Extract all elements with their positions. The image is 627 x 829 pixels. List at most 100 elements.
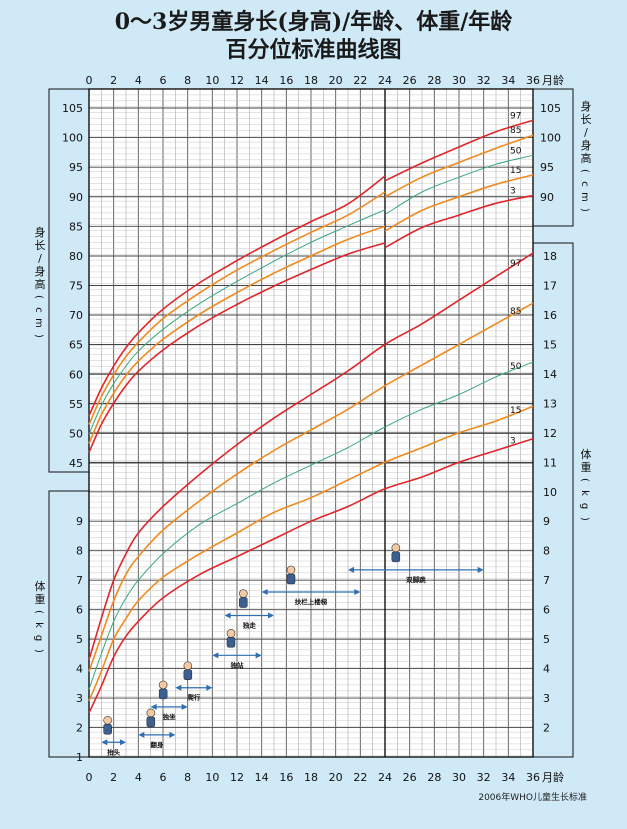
weight-series-label-p15: 15 (510, 406, 521, 416)
milestone-arrow-head-left (150, 703, 157, 710)
length-curve-p50-0-24 (88, 209, 386, 435)
weight-series-label-p3: 3 (510, 437, 516, 447)
weight-tick-right: 2 (543, 722, 550, 735)
child-figure-head-icon (239, 589, 248, 598)
milestone-arrow-head-right (354, 588, 361, 595)
svg-text:重: 重 (35, 592, 46, 606)
svg-text:(: ( (579, 169, 590, 173)
weight-tick-right: 5 (543, 633, 550, 646)
x-tick-label-top: 4 (135, 74, 142, 87)
weight-series-label-p85: 85 (510, 307, 521, 317)
x-tick-label-top: 14 (255, 74, 269, 87)
length-tick-left: 65 (69, 339, 83, 352)
weight-curve-p3 (88, 437, 534, 714)
x-tick-label-bottom: 0 (86, 771, 93, 784)
x-tick-label-bottom: 22 (353, 771, 367, 784)
milestone-arrow-head-right (206, 684, 213, 691)
length-curve-p3-0-24 (88, 242, 386, 453)
x-tick-label-top: 32 (477, 74, 491, 87)
child-figure-body-icon (239, 597, 248, 608)
child-figure-head-icon (103, 715, 112, 725)
svg-text:): ) (33, 334, 44, 338)
svg-text:): ) (33, 649, 44, 653)
weight-tick-left: 7 (76, 574, 83, 587)
length-tick-right: 90 (540, 191, 554, 204)
length-axis-title-left: 身长/身高(cm) (33, 225, 46, 338)
x-tick-label-bottom: 20 (329, 771, 343, 784)
x-tick-label-top: 22 (353, 74, 367, 87)
x-tick-label-top: 18 (304, 74, 318, 87)
milestone-爬行: 爬行 (175, 661, 213, 702)
length-series-label-p50: 50 (510, 146, 522, 156)
length-series-label-p97: 97 (510, 111, 521, 121)
x-tick-label-top: 8 (184, 74, 191, 87)
weight-tick-right: 17 (543, 279, 557, 292)
child-figure-head-icon (226, 629, 236, 638)
svg-text:g: g (579, 503, 590, 509)
x-tick-label-bottom: 28 (427, 771, 441, 784)
length-tick-left: 85 (69, 220, 83, 233)
length-tick-right: 100 (540, 132, 561, 145)
milestone-arrow-head-right (255, 652, 262, 659)
weight-series-label-p50: 50 (510, 362, 522, 372)
weight-curve-p85 (88, 302, 534, 672)
x-tick-label-bottom: 16 (279, 771, 293, 784)
svg-text:长: 长 (35, 239, 46, 252)
weight-curve-p97 (88, 252, 534, 660)
x-tick-label-bottom: 32 (477, 771, 491, 784)
length-series-label-p85: 85 (510, 126, 521, 136)
weight-tick-right: 4 (543, 663, 550, 676)
milestone-独走: 独走 (224, 589, 274, 630)
milestone-label: 双脚跳 (406, 575, 426, 584)
svg-text:/: / (584, 126, 588, 139)
length-tick-left: 75 (69, 280, 83, 293)
child-figure-head-icon (183, 661, 193, 671)
svg-text:体: 体 (581, 447, 592, 461)
weight-tick-right: 12 (543, 427, 557, 440)
svg-text:m: m (579, 192, 590, 202)
x-tick-label-bottom: 24 (378, 771, 392, 784)
x-tick-label-bottom: 14 (255, 771, 269, 784)
weight-tick-left: 9 (76, 515, 83, 528)
weight-tick-right: 8 (543, 545, 550, 558)
length-curve-p3-24-36 (384, 194, 534, 249)
weight-curve-p15 (88, 405, 534, 702)
child-figure-head-icon (391, 543, 401, 553)
weight-tick-left: 2 (76, 722, 83, 735)
weight-series-label-p97: 97 (510, 259, 521, 269)
length-curve-p97-0-24 (88, 175, 386, 417)
svg-text:身: 身 (35, 264, 46, 278)
length-tick-right: 105 (540, 102, 561, 115)
milestone-arrow-head-right (477, 566, 484, 573)
x-tick-label-top: 20 (329, 74, 343, 87)
svg-text:g: g (33, 635, 44, 641)
svg-text:(: ( (33, 295, 44, 299)
length-tick-left: 80 (69, 250, 83, 263)
svg-text:身: 身 (581, 138, 592, 152)
weight-tick-right: 15 (543, 338, 557, 351)
x-tick-label-bottom: 6 (160, 771, 167, 784)
x-tick-label-bottom: 34 (501, 771, 515, 784)
milestone-label: 爬行 (186, 693, 201, 702)
child-figure-head-icon (158, 680, 168, 690)
milestone-arrow-head-left (212, 652, 219, 659)
x-unit-label-bottom: 月龄 (542, 770, 564, 784)
svg-text:体: 体 (35, 579, 46, 593)
milestone-arrow-head-left (348, 566, 354, 573)
weight-tick-left: 5 (76, 633, 83, 646)
child-figure-body-icon (226, 637, 236, 648)
left-length-axis-frame (48, 88, 90, 473)
x-tick-label-top: 12 (230, 74, 244, 87)
length-curve-p15-24-36 (384, 174, 534, 232)
child-figure-body-icon (286, 573, 296, 585)
x-tick-label-bottom: 12 (230, 771, 244, 784)
x-tick-label-bottom: 26 (403, 771, 417, 784)
x-tick-label-top: 24 (378, 74, 392, 87)
x-tick-label-top: 34 (501, 74, 515, 87)
child-figure-body-icon (183, 669, 193, 680)
child-figure-body-icon (391, 551, 401, 563)
length-tick-left: 70 (69, 309, 83, 322)
milestone-label: 独走 (243, 621, 257, 630)
